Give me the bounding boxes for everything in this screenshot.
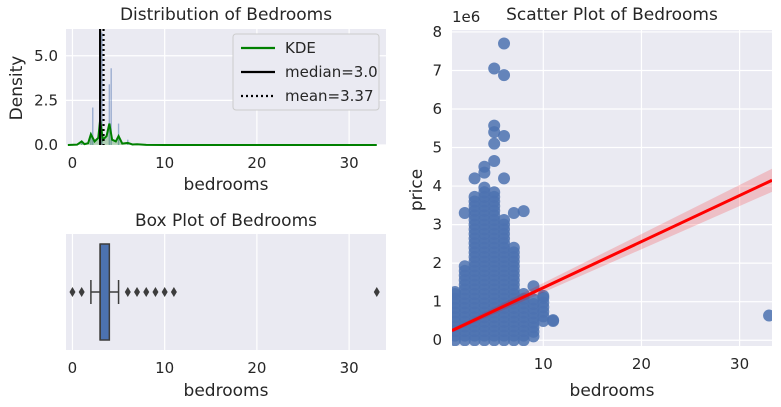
y-tick-label: 0.0 [34, 136, 58, 154]
scatter-point [498, 129, 511, 142]
histogram-bar [92, 107, 94, 145]
scatter-point [488, 155, 501, 168]
scatter-point [478, 166, 491, 179]
x-tick-label: 10 [155, 359, 174, 377]
scatter-point [763, 309, 772, 322]
boxplot-xlabel: bedrooms [184, 381, 269, 401]
scatter-point [537, 289, 550, 302]
y-tick-label: 2 [432, 254, 442, 272]
boxplot-title: Box Plot of Bedrooms [135, 211, 317, 231]
scatter-point [458, 260, 471, 273]
scatter-point [468, 172, 481, 185]
scatter-point [498, 213, 511, 226]
scatter-point [488, 137, 501, 150]
distribution-panel: Distribution of Bedrooms bedrooms Densit… [7, 5, 386, 195]
scatter-ticks: 10 20 30 0 1 2 3 4 5 6 7 8 [432, 23, 749, 373]
scatter-point [547, 314, 560, 327]
y-tick-label: 5.0 [34, 47, 58, 65]
y-tick-label: 1 [432, 293, 442, 311]
y-tick-label: 0 [432, 331, 442, 349]
x-tick-label: 30 [340, 154, 359, 172]
scatter-panel: Scatter Plot of Bedrooms 1e6 bedrooms pr… [407, 5, 772, 401]
outlier-point [134, 287, 141, 297]
distribution-ylabel: Density [7, 56, 27, 121]
scatter-point [517, 205, 530, 218]
outlier-point [170, 287, 177, 297]
boxplot-marks [69, 243, 380, 341]
outlier-point [69, 287, 76, 297]
histogram-bar [110, 68, 112, 145]
scatter-point [507, 207, 520, 220]
outlier-point [78, 287, 85, 297]
distribution-ticks: 0 10 20 30 0.0 2.5 5.0 [34, 47, 359, 172]
scatter-point [468, 190, 481, 203]
outlier-point [124, 287, 131, 297]
legend-mean-label: mean=3.37 [285, 87, 374, 105]
x-tick-label: 10 [155, 154, 174, 172]
y-tick-label: 7 [432, 61, 442, 79]
legend-median-label: median=3.0 [285, 63, 378, 81]
histogram-bar [101, 32, 103, 145]
scatter-point [439, 311, 451, 323]
x-tick-label: 20 [247, 359, 266, 377]
scatter-ylabel: price [407, 169, 427, 211]
boxplot-panel: Box Plot of Bedrooms bedrooms 0 10 20 30 [66, 211, 386, 401]
x-tick-label: 10 [534, 355, 553, 373]
distribution-title: Distribution of Bedrooms [120, 5, 332, 25]
distribution-xlabel: bedrooms [184, 175, 269, 195]
outlier-point [143, 287, 150, 297]
scatter-point [452, 286, 461, 299]
scatter-offset-label: 1e6 [452, 8, 480, 26]
x-tick-label: 0 [68, 154, 78, 172]
distribution-legend: KDE median=3.0 mean=3.37 [232, 33, 380, 111]
scatter-point [498, 37, 511, 50]
outlier-point [161, 287, 168, 297]
outlier-point [373, 287, 380, 297]
x-tick-label: 30 [730, 355, 749, 373]
histogram-bar [108, 84, 111, 145]
y-tick-label: 2.5 [34, 91, 58, 109]
scatter-point [507, 241, 520, 254]
scatter-grid [452, 30, 772, 346]
x-tick-label: 20 [632, 355, 651, 373]
x-tick-label: 0 [68, 359, 78, 377]
kde-area [67, 120, 377, 145]
outlier-point [152, 287, 159, 297]
boxplot-plot-area [66, 234, 386, 350]
x-tick-label: 20 [247, 154, 266, 172]
y-tick-label: 6 [432, 100, 442, 118]
scatter-point [527, 293, 540, 306]
boxplot-ticks: 0 10 20 30 [68, 359, 359, 377]
kde-line [67, 119, 377, 146]
scatter-title: Scatter Plot of Bedrooms [506, 5, 718, 25]
box [99, 243, 111, 341]
legend-box [232, 33, 380, 111]
scatter-point [488, 186, 501, 199]
y-tick-label: 8 [432, 23, 442, 41]
scatter-point [439, 316, 451, 328]
histogram-bar [90, 132, 92, 145]
distribution-marks [67, 29, 377, 146]
scatter-point [498, 172, 511, 185]
scatter-xlabel: bedrooms [570, 381, 655, 401]
scatter-marks [439, 37, 772, 346]
legend-kde-label: KDE [285, 39, 316, 57]
scatter-point [488, 126, 501, 139]
y-tick-label: 3 [432, 216, 442, 234]
scatter-point [458, 207, 471, 220]
y-tick-label: 5 [432, 139, 442, 157]
y-tick-label: 4 [432, 177, 442, 195]
scatter-point [488, 62, 501, 75]
x-tick-label: 30 [340, 359, 359, 377]
scatter-point [478, 181, 491, 194]
regression-line [452, 178, 772, 332]
scatter-point [498, 69, 511, 82]
